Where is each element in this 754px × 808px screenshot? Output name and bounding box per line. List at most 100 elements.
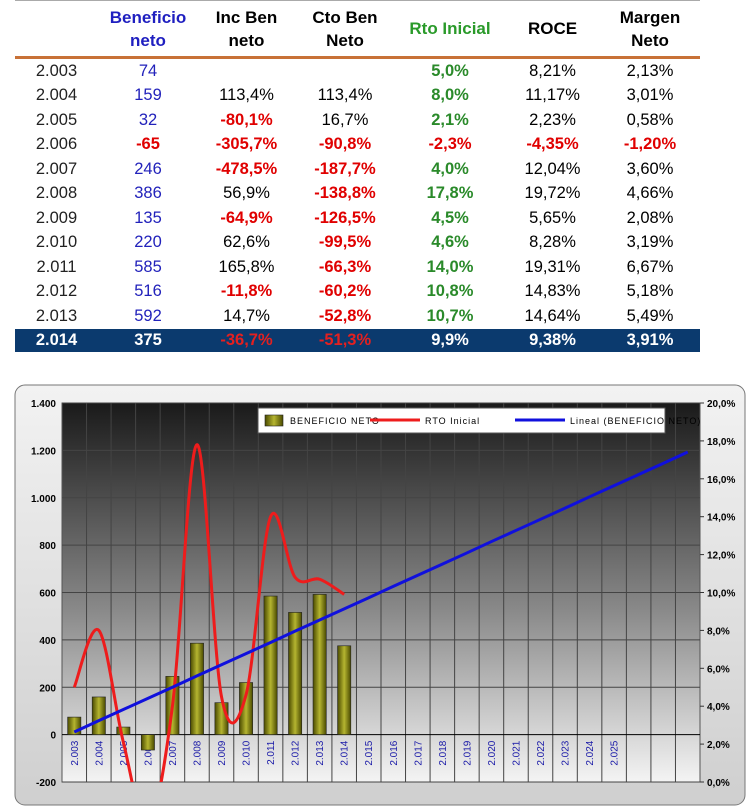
header-row: Beneficio neto Inc Ben neto Cto Ben Neto Rt…: [15, 0, 700, 59]
bar: [288, 612, 303, 735]
table-cell: 19,72%: [524, 184, 581, 203]
table-cell: 74: [138, 61, 158, 80]
header-cell: Beneficio neto: [109, 7, 187, 50]
table-cell: 2.005: [35, 110, 78, 129]
header-cell: Rto Inicial: [409, 19, 491, 38]
x-tick-label: 2.004: [94, 740, 105, 765]
table-row: 2.014 375 -36,7% -51,3% 9,9% 9,38% 3,91%: [15, 328, 700, 352]
y2-tick-label: 0,0%: [707, 778, 730, 789]
x-tick-label: 2.007: [168, 740, 179, 765]
table-cell: 2.009: [35, 208, 78, 227]
table-cell: -90,8%: [318, 135, 372, 154]
table-row: 2.007 246 -478,5% -187,7% 4,0% 12,04% 3,60%: [15, 157, 700, 182]
x-tick-label: 2.021: [511, 740, 522, 765]
y-tick-label: 1.400: [31, 399, 56, 410]
table-cell: -65: [136, 135, 160, 154]
table-row: 2.004 159 113,4% 113,4% 8,0% 11,17% 3,01%: [15, 84, 700, 109]
table-cell: 4,0%: [431, 159, 469, 178]
table-cell: 4,6%: [431, 233, 469, 252]
table-cell: 2,1%: [431, 110, 469, 129]
table-cell: -305,7%: [215, 135, 278, 154]
header-cell: Margen Neto: [619, 7, 681, 50]
table-cell: -1,20%: [623, 135, 677, 154]
y-tick-label: 1.200: [31, 446, 56, 457]
table-cell: 32: [138, 110, 158, 129]
data-table: Beneficio neto Inc Ben neto Cto Ben Neto Rt…: [15, 0, 700, 352]
table-cell: 3,01%: [626, 86, 674, 105]
table-cell: 10,8%: [426, 282, 474, 301]
table-cell: 14,0%: [426, 257, 474, 276]
x-tick-label: 2.017: [413, 740, 424, 765]
bar: [239, 682, 253, 735]
table-cell: 14,64%: [524, 306, 581, 325]
table-cell: 2.012: [35, 282, 78, 301]
table-cell: 246: [134, 159, 162, 178]
bar: [312, 594, 327, 735]
table-cell: 2,23%: [529, 110, 576, 129]
header-cell: Inc Ben neto: [215, 7, 278, 50]
table-cell: 2.013: [35, 306, 78, 325]
table-cell: 56,9%: [223, 184, 270, 203]
table-cell: 10,7%: [426, 306, 474, 325]
table-cell: 135: [134, 208, 162, 227]
header-cell: ROCE: [527, 19, 578, 38]
table-cell: 16,7%: [321, 110, 369, 129]
table-cell: 8,28%: [529, 233, 576, 252]
table-cell: 12,04%: [524, 159, 581, 178]
table-cell: 2.004: [35, 86, 78, 105]
table-cell: 113,4%: [219, 86, 274, 105]
table-cell: 2.010: [35, 233, 78, 252]
table-cell: 0,58%: [626, 110, 674, 129]
table-cell: 3,60%: [626, 159, 674, 178]
y2-tick-label: 20,0%: [707, 399, 735, 410]
bar: [91, 696, 106, 735]
y2-tick-label: 8,0%: [707, 626, 730, 637]
table-cell: -52,8%: [318, 306, 372, 325]
table-cell: 19,31%: [524, 257, 581, 276]
series-layer: [67, 443, 689, 782]
table-cell: 3,91%: [626, 330, 674, 349]
y2-tick-label: 12,0%: [707, 551, 735, 562]
table-cell: 2.014: [35, 330, 78, 349]
table-row: 2.005 32 -80,1% 16,7% 2,1% 2,23% 0,58%: [15, 108, 700, 133]
x-tick-label: 2.025: [610, 740, 621, 765]
line: [73, 450, 689, 734]
table-row: 2.003 74 5,0% 8,21% 2,13%: [15, 59, 700, 84]
table-cell: 6,67%: [626, 257, 674, 276]
y2-tick-label: 10,0%: [707, 589, 735, 600]
table-cell: 14,7%: [223, 306, 270, 325]
table-cell: 2.003: [35, 61, 78, 80]
table-cell: -80,1%: [220, 110, 273, 129]
table-cell: 5,65%: [529, 208, 576, 227]
x-tick-label: 2.006: [143, 740, 154, 765]
table-cell: 4,5%: [431, 208, 469, 227]
table-cell: 17,8%: [426, 184, 474, 203]
table-cell: 585: [134, 257, 162, 276]
table-cell: 9,38%: [529, 330, 576, 349]
line: [72, 443, 346, 782]
table-cell: 2.008: [35, 184, 78, 203]
y2-tick-label: 4,0%: [707, 702, 730, 713]
x-tick-label: 2.013: [315, 740, 326, 765]
table-cell: 62,6%: [223, 233, 270, 252]
table-cell: 165,8%: [218, 257, 275, 276]
table-cell: -60,2%: [318, 282, 372, 301]
legend: BENEFICIO NETO RTO Inicial Lineal (BENEFIC…: [257, 407, 701, 434]
y2-tick-label: 16,0%: [707, 475, 735, 486]
x-tick-label: 2.009: [217, 740, 228, 765]
table-cell: -11,8%: [220, 282, 273, 301]
table-cell: 375: [134, 330, 162, 349]
table-cell: 8,21%: [529, 61, 576, 80]
table-cell: -64,9%: [220, 208, 273, 227]
bar: [214, 702, 229, 735]
table-cell: 592: [134, 306, 162, 325]
table-cell: -478,5%: [215, 159, 278, 178]
y-tick-label: 400: [39, 636, 56, 647]
table-cell: 8,0%: [431, 86, 469, 105]
x-tick-label: 2.018: [438, 740, 449, 765]
bar: [337, 645, 352, 735]
bar: [116, 726, 131, 735]
y-tick-label: 200: [39, 683, 56, 694]
legend-label: Lineal (BENEFICIO NETO): [570, 416, 701, 426]
table-cell: 220: [134, 233, 162, 252]
